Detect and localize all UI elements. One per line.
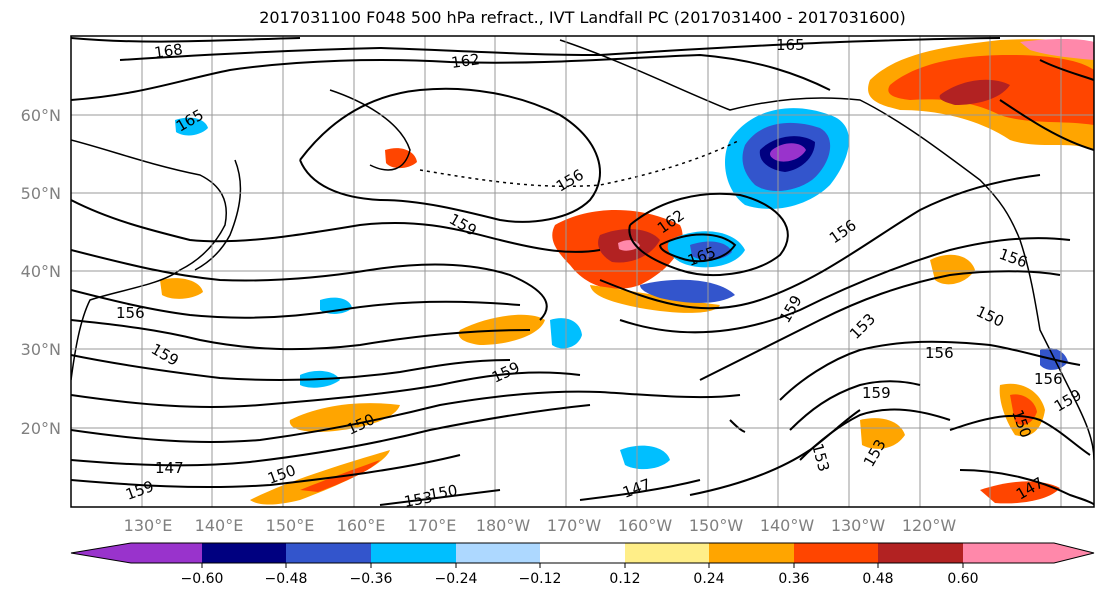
lon-label: 130°E <box>124 516 173 535</box>
lon-label: 150°E <box>266 516 315 535</box>
contour-label: 156 <box>925 344 954 362</box>
colorbar-segment <box>202 543 286 563</box>
colorbar-segment <box>371 543 456 563</box>
contour-label: 150 <box>428 481 459 504</box>
lon-label: 150°W <box>689 516 744 535</box>
lon-label: 170°W <box>547 516 602 535</box>
lon-label: 140°W <box>760 516 815 535</box>
lon-label: 120°W <box>902 516 957 535</box>
positive-anomaly-east-3 <box>860 418 905 449</box>
contour-label: 159 <box>862 384 891 402</box>
positive-anomaly-subtropical-2 <box>289 403 400 432</box>
negative-anomaly-small-3 <box>620 445 670 470</box>
map-frame <box>70 35 1095 508</box>
positive-anomaly-subtropical-3 <box>250 450 390 505</box>
lon-label: 130°W <box>831 516 886 535</box>
contour-label: 153 <box>403 488 434 511</box>
colorbar-segment <box>963 543 1094 563</box>
colorbar-outline <box>70 542 1095 564</box>
colorbar-tick-label: 0.48 <box>862 571 893 587</box>
colorbar-tick-label: 0.36 <box>778 571 809 587</box>
graticule <box>71 36 1094 507</box>
colorbar-tick-label: −0.48 <box>265 571 308 587</box>
positive-anomaly-east-2 <box>980 481 1060 504</box>
colorbar-segment <box>286 543 371 563</box>
coastlines <box>71 39 1094 461</box>
colorbar-segment <box>878 543 963 563</box>
coastline-hawaii <box>729 419 746 433</box>
lon-label: 180°W <box>476 516 531 535</box>
coastline-japan <box>194 159 242 271</box>
colorbar-tick-label: 0.60 <box>947 571 978 587</box>
colorbar-segment <box>71 543 202 563</box>
map-plot: 168 162 165 165 156 159 162 165 156 156 … <box>71 36 1094 511</box>
colorbar-tick-label: 0.24 <box>693 571 724 587</box>
height-contours <box>71 37 1094 506</box>
colorbar-tick-label: −0.12 <box>519 571 562 587</box>
contour-label: 165 <box>776 36 805 54</box>
colorbar-tick-label: 0.12 <box>609 571 640 587</box>
contour-label: 156 <box>116 304 145 322</box>
lat-label: 60°N <box>21 106 61 125</box>
colorbar-segment <box>794 543 878 563</box>
negative-anomaly-gulf-peak <box>770 143 806 162</box>
colorbar-tick-label: −0.24 <box>435 571 478 587</box>
shading-layer <box>160 39 1094 505</box>
map-title: 2017031100 F048 500 hPa refract., IVT La… <box>259 8 906 27</box>
lon-label: 140°E <box>195 516 244 535</box>
positive-anomaly-alaska-peak <box>1020 39 1094 60</box>
longitude-labels: 130°E 140°E 150°E 160°E 170°E 180°W 170°… <box>124 516 957 535</box>
colorbar-ticks: −0.60 −0.48 −0.36 −0.24 −0.12 0.12 0.24 0.36 0.4… <box>181 563 979 587</box>
contour-label: 162 <box>450 50 481 72</box>
colorbar-segment <box>540 543 625 563</box>
lat-label: 40°N <box>21 262 61 281</box>
latitude-labels: 60°N 50°N 40°N 30°N 20°N <box>21 106 61 438</box>
lon-label: 170°E <box>408 516 457 535</box>
lat-label: 20°N <box>21 419 61 438</box>
colorbar-segment <box>709 543 794 563</box>
contour-label: 168 <box>153 40 184 62</box>
negative-anomaly-small-6 <box>175 117 208 136</box>
colorbar <box>70 542 1095 564</box>
colorbar-tick-label: −0.36 <box>350 571 393 587</box>
contour-label: 156 <box>1034 370 1063 388</box>
colorbar-segment <box>456 543 540 563</box>
lon-label: 160°W <box>618 516 673 535</box>
lat-label: 50°N <box>21 184 61 203</box>
lat-label: 30°N <box>21 340 61 359</box>
colorbar-segment <box>625 543 709 563</box>
coastline-alaska <box>559 39 1021 241</box>
positive-anomaly-small-1 <box>160 278 203 299</box>
negative-anomaly-central <box>640 279 735 303</box>
coastline-east-asia <box>71 139 227 381</box>
positive-anomaly-alaska-max <box>939 79 1010 105</box>
colorbar-tick-label: −0.60 <box>181 571 224 587</box>
lon-label: 160°E <box>337 516 386 535</box>
coastline-north-america <box>1019 239 1094 461</box>
contour-label: 147 <box>155 459 184 477</box>
